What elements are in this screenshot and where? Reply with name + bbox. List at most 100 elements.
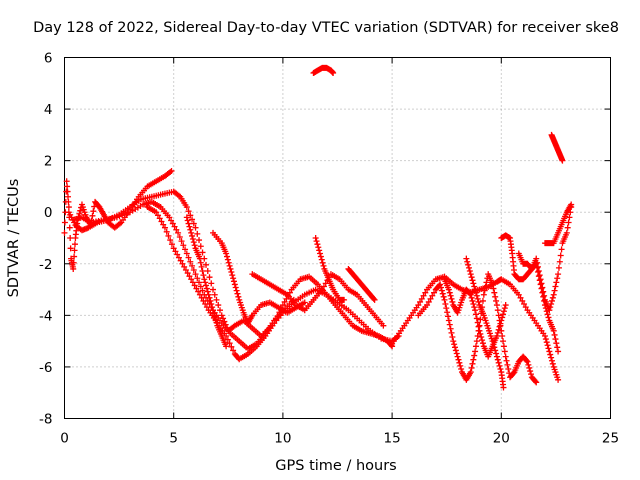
- data-point: [563, 229, 570, 236]
- data-point: [213, 319, 220, 326]
- data-point: [493, 353, 500, 360]
- data-point: [171, 223, 178, 230]
- data-point: [189, 236, 196, 243]
- data-point: [503, 357, 510, 364]
- data-point: [527, 368, 534, 375]
- data-point: [226, 340, 233, 347]
- data-point: [471, 283, 478, 290]
- data-point: [189, 279, 196, 286]
- data-point: [211, 313, 218, 320]
- data-point: [160, 221, 167, 228]
- data-point: [500, 338, 507, 345]
- data-point: [167, 237, 174, 244]
- data-point: [199, 249, 206, 256]
- data-point: [438, 287, 445, 294]
- data-point: [525, 361, 532, 368]
- x-axis-label: GPS time / hours: [275, 458, 396, 474]
- data-point: [451, 344, 458, 351]
- data-point: [476, 327, 483, 334]
- data-point: [539, 289, 546, 296]
- data-point: [550, 291, 557, 298]
- data-point: [215, 302, 222, 309]
- data-point: [556, 258, 563, 265]
- data-point: [181, 263, 188, 270]
- data-point: [183, 204, 190, 211]
- data-point: [317, 253, 324, 260]
- data-point: [223, 250, 230, 257]
- data-point: [480, 291, 487, 298]
- data-point: [524, 358, 531, 365]
- data-point: [185, 220, 192, 227]
- data-point: [231, 281, 238, 288]
- data-point: [230, 278, 237, 285]
- data-point: [66, 224, 73, 231]
- data-point: [473, 338, 480, 345]
- data-point: [191, 242, 198, 249]
- data-point: [431, 289, 438, 296]
- data-point: [190, 239, 197, 246]
- data-point: [541, 297, 548, 304]
- data-point: [481, 287, 488, 294]
- data-point: [185, 208, 192, 215]
- data-point: [494, 329, 501, 336]
- data-point: [500, 308, 507, 315]
- data-point: [472, 286, 479, 293]
- data-point: [175, 229, 182, 236]
- data-point: [194, 275, 201, 282]
- data-point: [425, 298, 432, 305]
- data-point: [564, 224, 571, 231]
- data-point: [470, 280, 477, 287]
- y-tick-label: -6: [39, 360, 52, 376]
- data-point: [169, 220, 176, 227]
- data-point: [468, 294, 475, 301]
- data-point: [543, 308, 550, 315]
- data-point: [466, 290, 473, 297]
- series-11: [415, 271, 540, 386]
- data-point: [210, 286, 217, 293]
- data-point: [492, 293, 499, 300]
- data-point: [532, 261, 539, 268]
- data-point: [192, 271, 199, 278]
- data-point: [206, 294, 213, 301]
- data-point: [70, 265, 77, 272]
- data-point: [193, 285, 200, 292]
- data-point: [441, 296, 448, 303]
- data-point: [317, 250, 324, 257]
- data-point: [186, 223, 193, 230]
- series-6: [249, 271, 387, 329]
- data-point: [472, 311, 479, 318]
- series-9: [310, 64, 337, 76]
- data-point: [192, 224, 199, 231]
- data-point: [493, 302, 500, 309]
- data-point: [457, 362, 464, 369]
- data-point: [194, 230, 201, 237]
- data-point: [446, 321, 453, 328]
- data-point: [552, 336, 559, 343]
- data-point: [212, 316, 219, 323]
- x-tick-label: 15: [384, 431, 401, 447]
- data-point: [174, 251, 181, 258]
- data-point: [168, 217, 175, 224]
- data-point: [568, 201, 575, 208]
- data-point: [536, 272, 543, 279]
- data-point: [444, 309, 451, 316]
- data-point: [469, 360, 476, 367]
- data-point: [203, 282, 210, 289]
- data-point: [201, 276, 208, 283]
- data-point: [65, 198, 72, 205]
- data-point: [470, 301, 477, 308]
- data-point: [224, 256, 231, 263]
- data-point: [202, 301, 209, 308]
- data-point: [515, 291, 522, 298]
- data-point: [233, 287, 240, 294]
- data-point: [445, 317, 452, 324]
- data-point: [538, 280, 545, 287]
- data-point: [477, 330, 484, 337]
- data-point: [445, 313, 452, 320]
- data-point: [228, 343, 235, 350]
- data-point: [535, 268, 542, 275]
- data-point: [196, 255, 203, 262]
- data-point: [437, 281, 444, 288]
- axis-ticks: 0 5 10 15 20 25 -8 -6 -4 -2 0 2 4 6: [39, 51, 619, 447]
- data-point: [63, 178, 70, 185]
